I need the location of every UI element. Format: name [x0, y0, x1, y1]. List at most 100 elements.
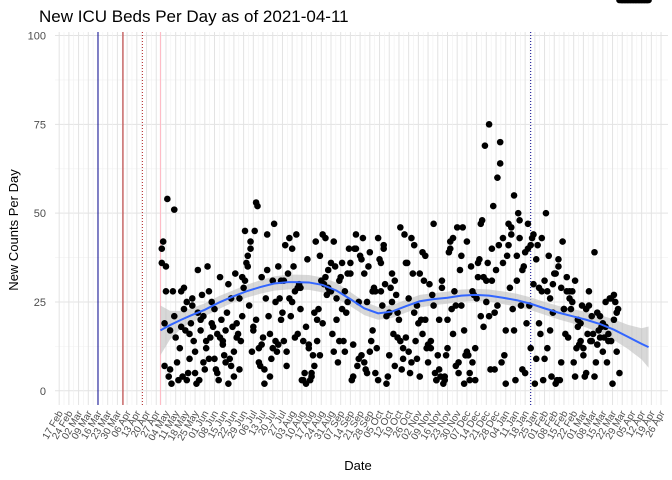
- data-point: [408, 234, 415, 242]
- data-point: [341, 348, 349, 356]
- data-point: [309, 351, 317, 359]
- data-point: [527, 241, 534, 249]
- data-point: [585, 288, 593, 295]
- data-point: [240, 284, 247, 292]
- data-point: [377, 288, 385, 295]
- data-point: [405, 348, 412, 356]
- data-point: [231, 270, 239, 277]
- data-point: [319, 319, 326, 327]
- data-point: [589, 330, 597, 338]
- data-point: [397, 337, 404, 345]
- data-point: [227, 362, 235, 370]
- data-point: [366, 248, 374, 256]
- data-point: [513, 252, 521, 260]
- smooth-line: [159, 281, 650, 349]
- data-point: [334, 359, 342, 366]
- data-point: [485, 312, 493, 320]
- data-point: [494, 174, 501, 181]
- data-point: [269, 277, 277, 284]
- data-point: [564, 334, 572, 341]
- data-point: [288, 298, 296, 306]
- data-point: [315, 305, 322, 313]
- data-point: [316, 252, 324, 260]
- data-point: [420, 277, 428, 284]
- data-point: [241, 227, 249, 235]
- data-point: [460, 327, 468, 334]
- data-point: [591, 248, 598, 256]
- data-point: [494, 302, 501, 309]
- data-point: [365, 263, 372, 270]
- data-point: [610, 316, 618, 324]
- data-points: [158, 0, 652, 387]
- data-point: [197, 327, 204, 334]
- data-point: [344, 298, 351, 306]
- data-point: [584, 330, 591, 338]
- data-point: [358, 351, 365, 359]
- data-point: [430, 220, 437, 228]
- data-point: [541, 277, 548, 284]
- data-point: [313, 337, 321, 345]
- data-point: [410, 241, 418, 249]
- data-point: [474, 273, 482, 281]
- data-point: [372, 369, 379, 377]
- data-point: [569, 298, 576, 306]
- data-point: [360, 359, 368, 366]
- data-point: [531, 380, 539, 387]
- data-point: [183, 376, 191, 384]
- data-point: [477, 312, 485, 320]
- data-point: [458, 302, 465, 309]
- data-point: [395, 316, 403, 324]
- data-point: [387, 284, 394, 292]
- data-point: [234, 330, 242, 338]
- y-tick-label: 100: [28, 31, 46, 43]
- data-point: [506, 284, 514, 292]
- data-point: [290, 263, 297, 270]
- data-point: [225, 380, 232, 387]
- x-axis-label: Date: [344, 458, 371, 473]
- data-point: [534, 241, 541, 249]
- data-point: [399, 355, 407, 363]
- data-point: [473, 295, 480, 302]
- data-point: [312, 238, 320, 245]
- data-point: [283, 348, 290, 356]
- data-point: [162, 263, 170, 270]
- data-point: [274, 263, 282, 270]
- data-point: [402, 334, 410, 341]
- data-point: [466, 376, 473, 384]
- data-point: [588, 312, 596, 320]
- data-point: [313, 316, 321, 324]
- data-point: [354, 362, 361, 370]
- data-point: [247, 238, 254, 245]
- data-point: [385, 351, 393, 359]
- data-point: [204, 263, 211, 270]
- data-point: [304, 256, 311, 263]
- confidence-band: [160, 274, 649, 368]
- data-point: [261, 366, 268, 373]
- data-point: [571, 373, 579, 380]
- data-point: [476, 256, 483, 263]
- data-point: [480, 323, 487, 331]
- data-point: [520, 263, 528, 270]
- data-point: [374, 376, 382, 384]
- data-point: [408, 359, 415, 366]
- data-point: [383, 380, 390, 387]
- data-point: [409, 270, 417, 277]
- data-point: [645, 0, 652, 4]
- data-point: [299, 337, 307, 345]
- data-point: [219, 337, 227, 345]
- data-point: [492, 266, 500, 274]
- data-point: [338, 259, 346, 267]
- data-point: [544, 344, 551, 352]
- data-point: [427, 337, 435, 345]
- data-point: [607, 337, 615, 345]
- data-point: [333, 316, 340, 324]
- data-point: [283, 362, 290, 370]
- data-point: [276, 295, 283, 302]
- data-point: [444, 344, 451, 352]
- data-point: [341, 288, 349, 295]
- data-point: [430, 302, 437, 309]
- data-point: [532, 355, 540, 363]
- data-point: [397, 224, 404, 231]
- data-point: [435, 366, 443, 373]
